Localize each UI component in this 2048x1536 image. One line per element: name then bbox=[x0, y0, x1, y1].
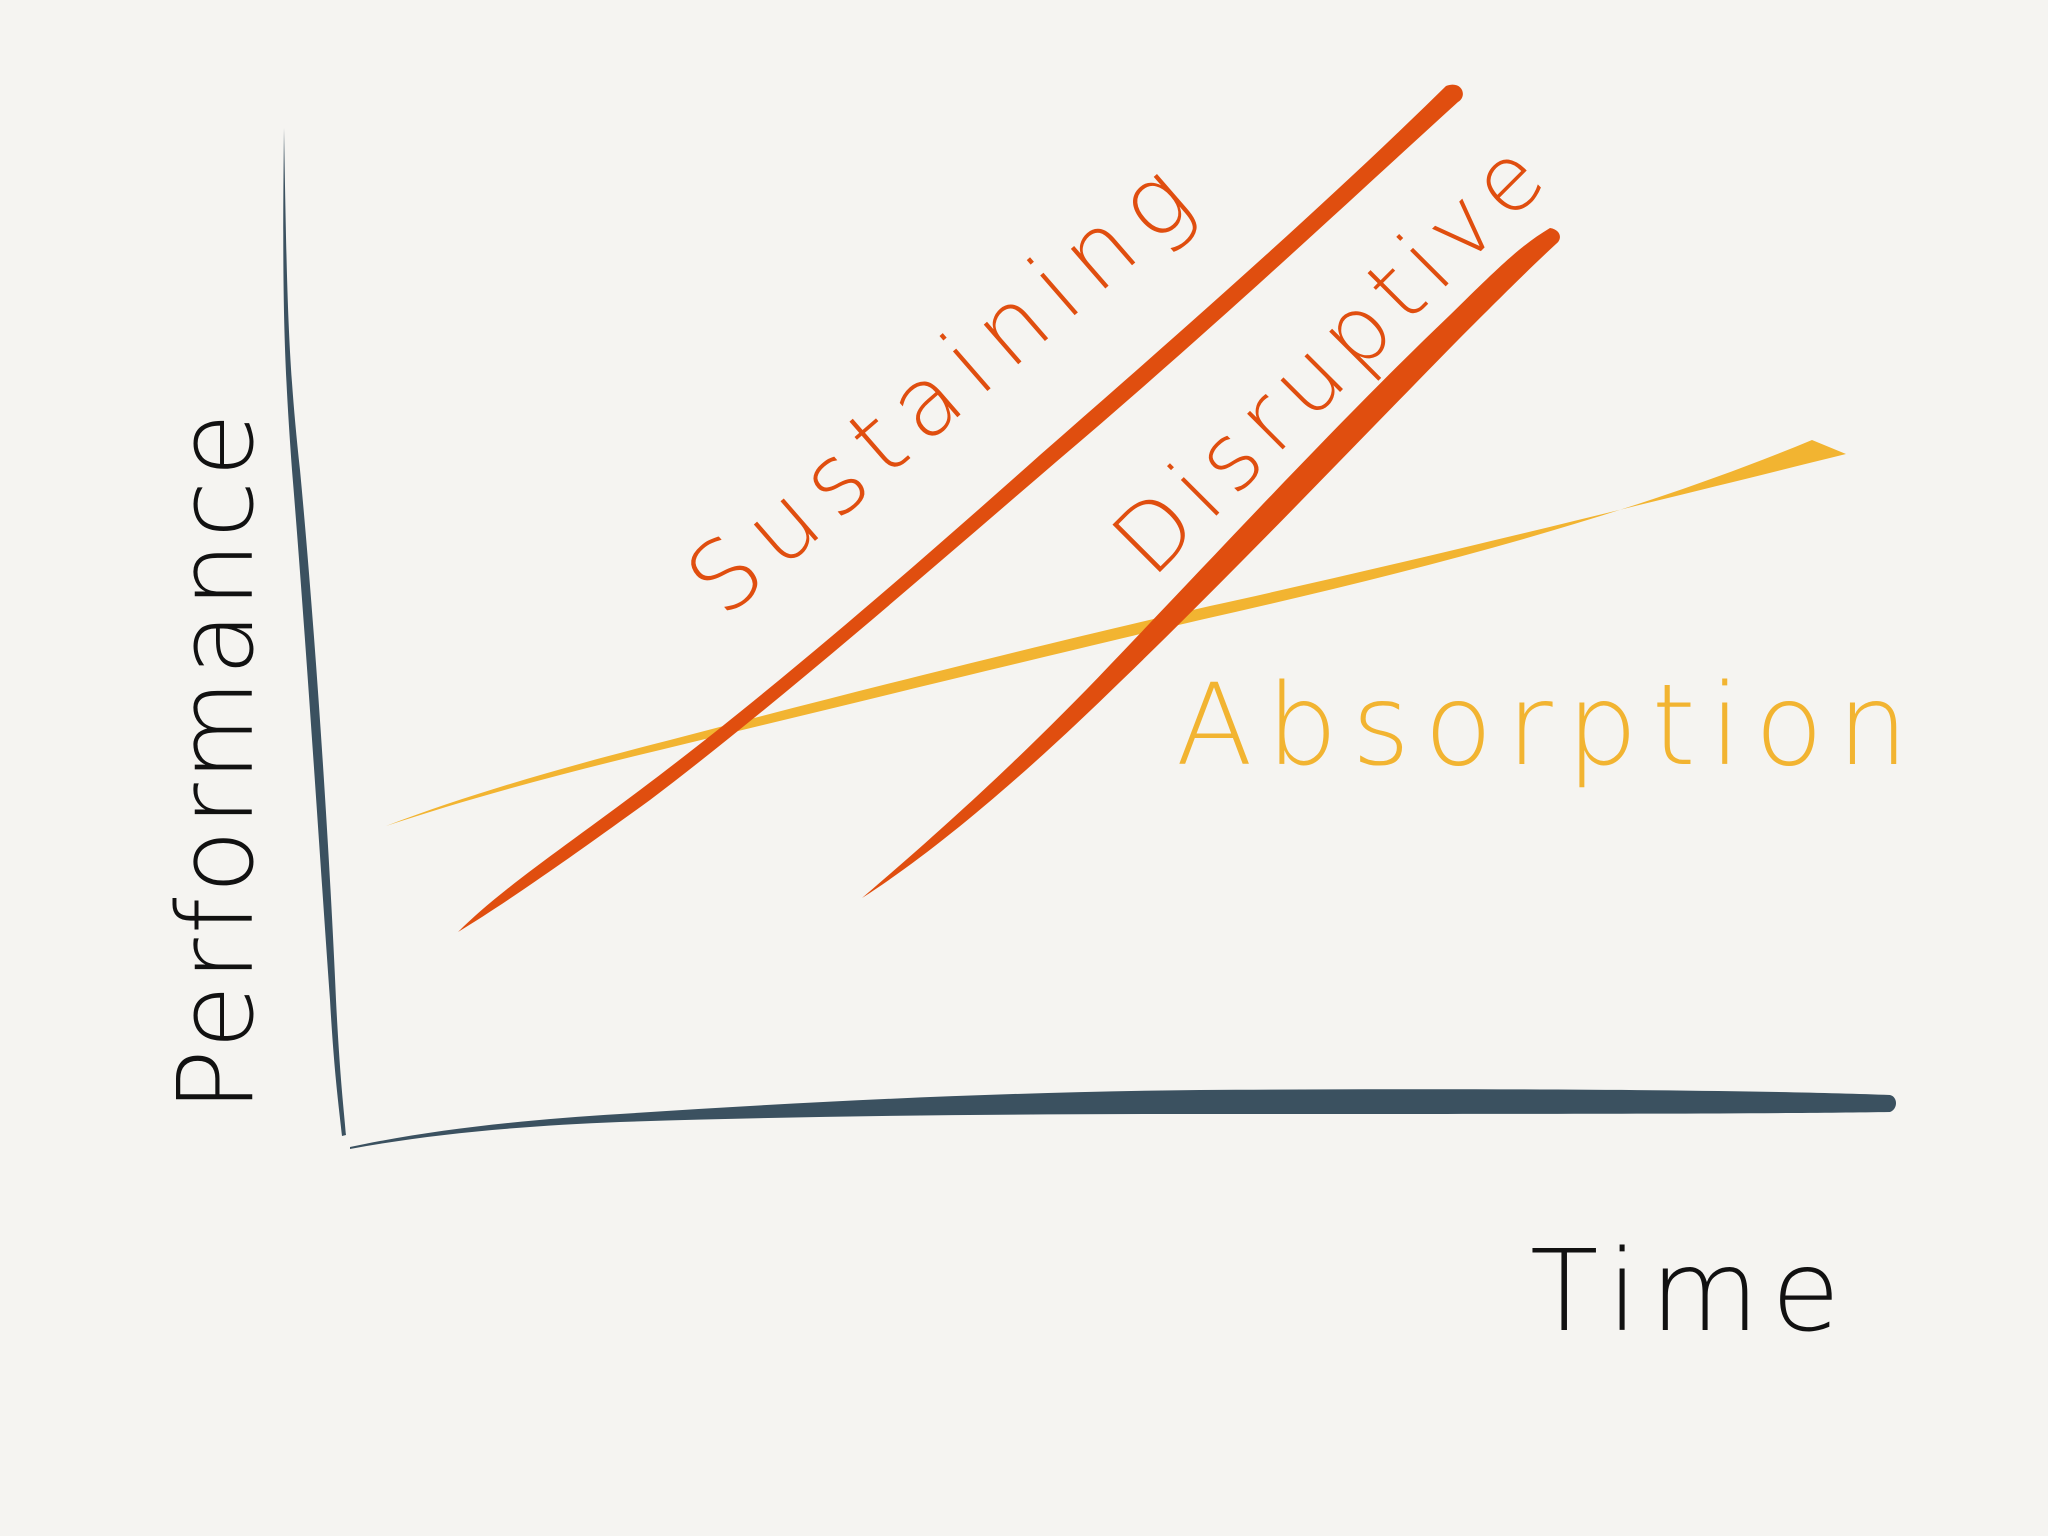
x-axis-label: Time bbox=[1530, 1227, 1852, 1357]
sustaining-curve bbox=[458, 84, 1463, 932]
disruptive-curve bbox=[862, 228, 1560, 898]
x-axis bbox=[350, 1089, 1896, 1149]
y-axis-label: Performance bbox=[155, 409, 277, 1112]
y-axis bbox=[283, 128, 346, 1136]
absorption-curve bbox=[386, 440, 1846, 826]
absorption-label: Absorption bbox=[1176, 661, 1922, 791]
